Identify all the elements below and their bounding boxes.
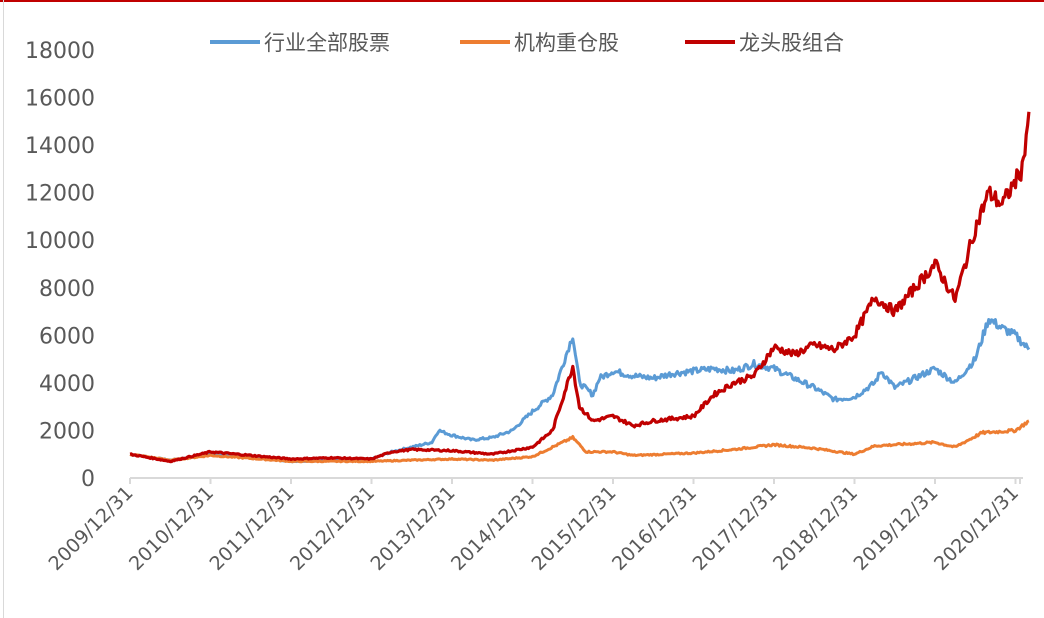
x-tick-label: 2014/12/31 <box>447 482 540 575</box>
y-tick-label: 6000 <box>39 324 95 349</box>
series-line-2 <box>129 419 1030 464</box>
y-tick-label: 10000 <box>25 229 95 254</box>
x-tick-label: 2019/12/31 <box>850 482 943 575</box>
legend-label: 龙头股组合 <box>739 31 844 55</box>
y-tick-label: 0 <box>81 467 95 492</box>
x-tick-label: 2017/12/31 <box>689 482 782 575</box>
x-axis: 2009/12/312010/12/312011/12/312012/12/31… <box>45 477 1023 575</box>
legend: 行业全部股票 机构重仓股 龙头股组合 <box>210 31 844 55</box>
x-tick-label: 2009/12/31 <box>45 482 138 575</box>
series-line-1 <box>129 318 1031 464</box>
y-tick-label: 2000 <box>39 419 95 444</box>
x-tick-label: 2013/12/31 <box>367 482 460 575</box>
x-tick-label: 2020/12/31 <box>930 482 1023 575</box>
x-tick-label: 2012/12/31 <box>286 482 379 575</box>
y-tick-label: 14000 <box>25 134 95 159</box>
top-border <box>0 0 1044 2</box>
y-axis: 0 2000 4000 6000 8000 10000 12000 14000 16000 180… <box>25 39 95 492</box>
legend-label: 机构重仓股 <box>514 31 619 55</box>
x-tick-label: 2011/12/31 <box>206 482 299 575</box>
y-tick-label: 8000 <box>39 277 95 302</box>
legend-label: 行业全部股票 <box>264 31 390 55</box>
x-tick-label: 2016/12/31 <box>608 482 701 575</box>
x-tick-label: 2018/12/31 <box>769 482 862 575</box>
y-tick-label: 12000 <box>25 182 95 207</box>
y-tick-label: 4000 <box>39 372 95 397</box>
y-tick-label: 16000 <box>25 87 95 112</box>
left-border <box>3 0 4 618</box>
series-line-3 <box>129 111 1031 464</box>
x-tick-label: 2015/12/31 <box>528 482 621 575</box>
x-tick-label: 2010/12/31 <box>125 482 218 575</box>
series-lines <box>129 111 1031 464</box>
y-tick-label: 18000 <box>25 39 95 64</box>
